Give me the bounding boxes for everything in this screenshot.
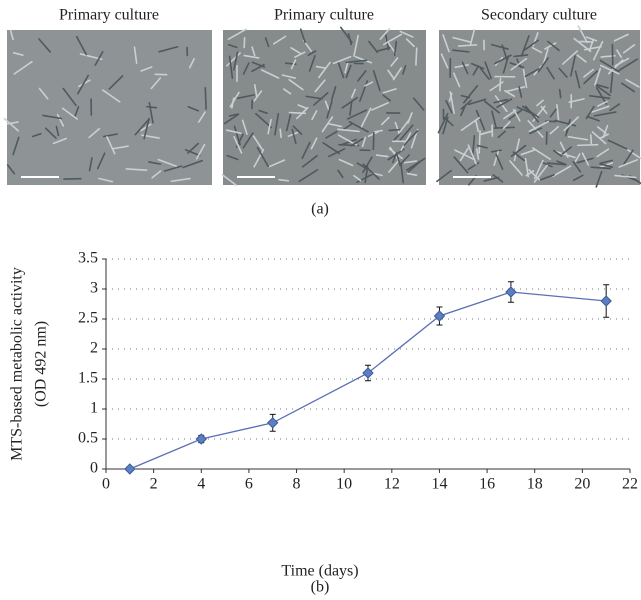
x-tick-label: 2 bbox=[150, 476, 158, 493]
marker bbox=[125, 464, 135, 474]
x-tick-label: 14 bbox=[431, 476, 447, 493]
x-tick-label: 10 bbox=[336, 476, 352, 493]
x-tick-label: 22 bbox=[622, 476, 638, 493]
x-tick-label: 12 bbox=[384, 476, 400, 493]
cell bbox=[389, 130, 401, 131]
x-tick-label: 0 bbox=[102, 476, 110, 493]
marker bbox=[601, 296, 611, 306]
x-tick-label: 20 bbox=[574, 476, 590, 493]
y-tick-label: 1 bbox=[90, 400, 98, 417]
y-tick-label: 3 bbox=[90, 280, 98, 297]
marker bbox=[268, 418, 278, 428]
cell bbox=[578, 145, 598, 146]
cell bbox=[205, 88, 206, 109]
page: Primary culture Primary culture Secondar… bbox=[0, 0, 641, 600]
cell bbox=[500, 79, 501, 91]
cell bbox=[479, 131, 480, 153]
cell bbox=[289, 113, 305, 114]
y-axis-label: (OD 492 nm) bbox=[33, 321, 50, 407]
panel-title: Primary culture bbox=[59, 7, 159, 24]
x-tick-label: 16 bbox=[479, 476, 495, 493]
marker bbox=[196, 434, 206, 444]
y-tick-label: 2.5 bbox=[78, 310, 98, 327]
x-axis-label: Time (days) bbox=[281, 563, 358, 580]
x-tick-label: 18 bbox=[527, 476, 543, 493]
cell bbox=[560, 90, 561, 98]
cell bbox=[580, 41, 593, 42]
y-tick-label: 3.5 bbox=[78, 250, 98, 267]
cell bbox=[279, 180, 288, 181]
y-tick-label: 2 bbox=[90, 340, 98, 357]
panel-title: Primary culture bbox=[274, 7, 374, 24]
x-tick-label: 6 bbox=[245, 476, 253, 493]
x-tick-label: 8 bbox=[293, 476, 301, 493]
panel-label: (a) bbox=[311, 201, 329, 218]
micrograph bbox=[7, 30, 212, 185]
x-tick-label: 4 bbox=[197, 476, 205, 493]
panel-label: (b) bbox=[311, 579, 330, 596]
cell bbox=[416, 48, 417, 65]
y-tick-label: 0.5 bbox=[78, 430, 98, 447]
y-tick-label: 1.5 bbox=[78, 370, 98, 387]
y-axis-label: MTS-based metabolic activity bbox=[9, 267, 26, 461]
y-tick-label: 0 bbox=[90, 460, 98, 477]
figure: Primary culture Primary culture Secondar… bbox=[0, 0, 641, 600]
cell bbox=[280, 129, 281, 137]
micrographs bbox=[4, 26, 641, 187]
panel-title: Secondary culture bbox=[481, 7, 597, 24]
cell bbox=[147, 107, 156, 108]
